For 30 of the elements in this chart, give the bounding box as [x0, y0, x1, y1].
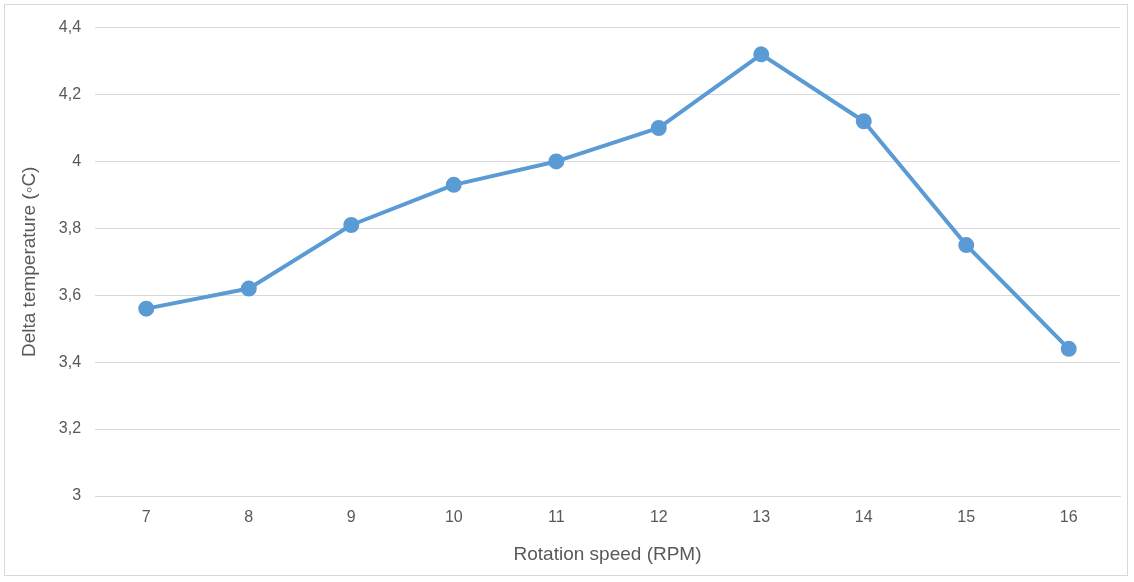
- x-tick-label: 15: [957, 508, 976, 526]
- y-tick-label: 4,2: [58, 84, 82, 102]
- y-tick-label: 3: [72, 486, 82, 504]
- point: [753, 46, 770, 63]
- x-tick-label: 11: [547, 508, 565, 526]
- point: [958, 237, 975, 254]
- x-tick-label: 16: [1059, 508, 1078, 526]
- point: [855, 113, 872, 130]
- point: [650, 119, 667, 136]
- x-tick-label: 14: [854, 508, 873, 526]
- point: [1060, 340, 1077, 357]
- x-tick-label: 12: [649, 508, 668, 526]
- y-tick-label: 3,6: [58, 285, 82, 303]
- x-tick-label: 10: [444, 508, 463, 526]
- x-tick-label: 8: [244, 508, 254, 526]
- y-tick-label: 3,2: [58, 419, 82, 437]
- y-tick-label: 3,4: [58, 352, 82, 370]
- y-tick-label: 4: [72, 151, 82, 169]
- y-tick-label: 3,8: [58, 218, 82, 236]
- point: [548, 153, 565, 170]
- point: [138, 300, 155, 317]
- point: [343, 217, 360, 233]
- x-axis-title: Rotation speed (RPM): [513, 542, 702, 564]
- y-tick-label: 4,4: [58, 18, 82, 36]
- point: [445, 176, 462, 193]
- y-axis-title: Delta temperature (◦C): [17, 166, 39, 358]
- x-tick-label: 9: [346, 508, 356, 526]
- x-tick-label: 13: [752, 508, 771, 526]
- x-tick-label: 7: [141, 508, 151, 526]
- point: [240, 280, 257, 297]
